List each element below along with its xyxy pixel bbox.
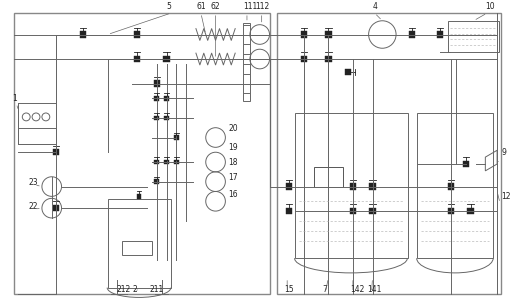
Bar [174, 135, 179, 140]
Bar [301, 31, 307, 38]
Text: 112: 112 [255, 2, 269, 11]
Text: 9: 9 [501, 148, 506, 157]
Text: 5: 5 [167, 2, 171, 11]
Bar [154, 160, 159, 164]
Bar [369, 183, 376, 190]
Bar [437, 31, 443, 38]
Bar [350, 183, 356, 190]
Bar [164, 96, 169, 101]
Bar [286, 208, 292, 214]
Bar [369, 208, 376, 214]
Bar [314, 167, 343, 187]
Bar [154, 96, 159, 101]
Bar [345, 69, 351, 75]
Bar [134, 56, 140, 62]
Bar [164, 160, 169, 164]
Bar [122, 240, 152, 255]
Text: 1: 1 [12, 94, 17, 103]
Bar [467, 208, 474, 214]
Bar [295, 113, 408, 258]
Bar [301, 56, 307, 62]
Bar [134, 31, 140, 38]
Text: 61: 61 [197, 2, 206, 11]
Text: 22: 22 [28, 202, 38, 211]
Bar [448, 208, 454, 214]
Text: 7: 7 [322, 285, 327, 295]
Text: 19: 19 [228, 143, 238, 152]
Bar [350, 208, 356, 214]
Bar [137, 194, 141, 199]
Bar [80, 31, 86, 38]
Bar [286, 183, 292, 190]
Text: 18: 18 [228, 158, 238, 167]
Text: 15: 15 [284, 285, 294, 295]
Bar [325, 31, 331, 38]
Text: 12: 12 [501, 192, 510, 201]
Bar [164, 116, 169, 120]
Bar [164, 56, 170, 62]
Text: 62: 62 [211, 2, 220, 11]
Text: 17: 17 [228, 173, 238, 182]
Text: 10: 10 [486, 2, 495, 11]
Bar [448, 183, 454, 190]
Text: 20: 20 [228, 124, 238, 133]
Text: 23: 23 [28, 178, 38, 187]
Bar [278, 13, 501, 295]
Bar [19, 128, 56, 144]
Text: 4: 4 [373, 2, 377, 11]
Text: 111: 111 [243, 2, 257, 11]
Text: 212: 212 [117, 285, 131, 295]
Bar [409, 31, 415, 38]
Bar [448, 21, 499, 52]
Bar [14, 13, 269, 295]
Bar [53, 205, 59, 211]
Bar [19, 103, 56, 144]
Bar [462, 161, 469, 167]
Bar [243, 23, 250, 101]
Bar [417, 113, 493, 258]
Text: 211: 211 [150, 285, 164, 295]
Bar [108, 199, 171, 288]
Text: 142: 142 [350, 285, 364, 295]
Bar [53, 149, 59, 155]
Text: 2: 2 [132, 285, 137, 295]
Text: 16: 16 [228, 190, 238, 199]
Bar [154, 116, 159, 120]
Bar [325, 56, 331, 62]
Text: 141: 141 [367, 285, 382, 295]
Bar [154, 81, 160, 87]
Bar [154, 179, 159, 184]
Bar [174, 160, 179, 164]
